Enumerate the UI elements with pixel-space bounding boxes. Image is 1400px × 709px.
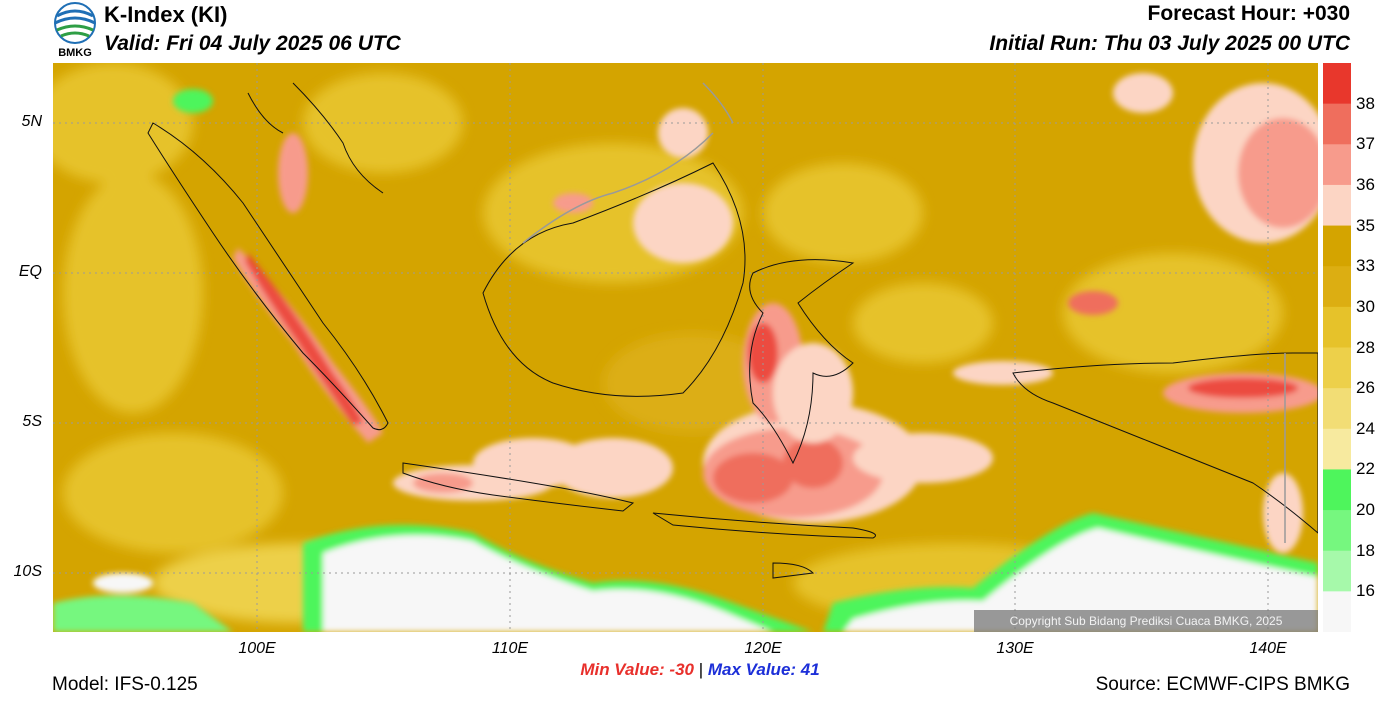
colorbar-label: 26 [1356, 378, 1375, 398]
colorbar-segment [1323, 388, 1351, 430]
colorbar-label: 18 [1356, 540, 1375, 560]
colorbar-segment [1323, 184, 1351, 227]
colorbar-segment [1323, 103, 1351, 145]
colorbar-segment [1323, 469, 1351, 511]
lat-label-5s: 5S [22, 413, 42, 430]
colorbar-label: 22 [1356, 459, 1375, 479]
colorbar-label: 30 [1356, 296, 1375, 316]
colorbar-segment [1323, 144, 1351, 186]
valid-time: Valid: Fri 04 July 2025 06 UTC [104, 32, 401, 55]
lat-label-10s: 10S [13, 563, 42, 580]
colorbar-segment [1323, 550, 1351, 592]
colorbar-segment [1323, 225, 1351, 267]
lon-label-120e: 120E [744, 640, 782, 657]
colorbar-label: 37 [1356, 134, 1375, 154]
lon-label-130e: 130E [996, 640, 1034, 657]
colorbar-segment [1323, 306, 1351, 348]
colorbar-segment [1323, 347, 1351, 389]
colorbar-label: 24 [1356, 418, 1375, 438]
colorbar-label: 16 [1356, 581, 1375, 601]
data-source: Source: ECMWF-CIPS BMKG [1095, 674, 1350, 695]
colorbar-label: 20 [1356, 500, 1375, 520]
max-value: Max Value: 41 [707, 660, 820, 679]
copyright-notice: Copyright Sub Bidang Prediksi Cuaca BMKG… [974, 610, 1318, 632]
lon-label-110e: 110E [491, 640, 529, 657]
colorbar-label: 38 [1356, 93, 1375, 113]
initial-run: Initial Run: Thu 03 July 2025 00 UTC [989, 32, 1350, 55]
min-max-values: Min Value: -30 | Max Value: 41 [0, 660, 1400, 680]
colorbar-segment [1323, 428, 1351, 470]
min-value: Min Value: -30 [580, 660, 694, 679]
lat-label-eq: EQ [18, 263, 42, 280]
colorbar-segment [1323, 510, 1351, 552]
colorbar-label: 36 [1356, 174, 1375, 194]
colorbar-label: 28 [1356, 337, 1375, 357]
colorbar-label: 35 [1356, 215, 1375, 235]
lon-label-140e: 140E [1249, 640, 1287, 657]
chart-title: K-Index (KI) [104, 2, 228, 27]
model-name: Model: IFS-0.125 [52, 674, 198, 695]
lon-label-100e: 100E [238, 640, 276, 657]
colorbar-segment [1323, 266, 1351, 308]
k-index-map [53, 63, 1318, 632]
colorbar-segment [1323, 591, 1351, 632]
logo-text: BMKG [58, 47, 92, 59]
colorbar-segment [1323, 63, 1351, 105]
bmkg-logo: BMKG [52, 2, 98, 60]
lat-label-5n: 5N [21, 113, 42, 130]
value-separator: | [698, 660, 704, 679]
bmkg-globe-icon [54, 2, 96, 44]
colorbar-label: 33 [1356, 256, 1375, 276]
forecast-hour: Forecast Hour: +030 [1147, 2, 1351, 25]
colorbar [1323, 63, 1351, 632]
